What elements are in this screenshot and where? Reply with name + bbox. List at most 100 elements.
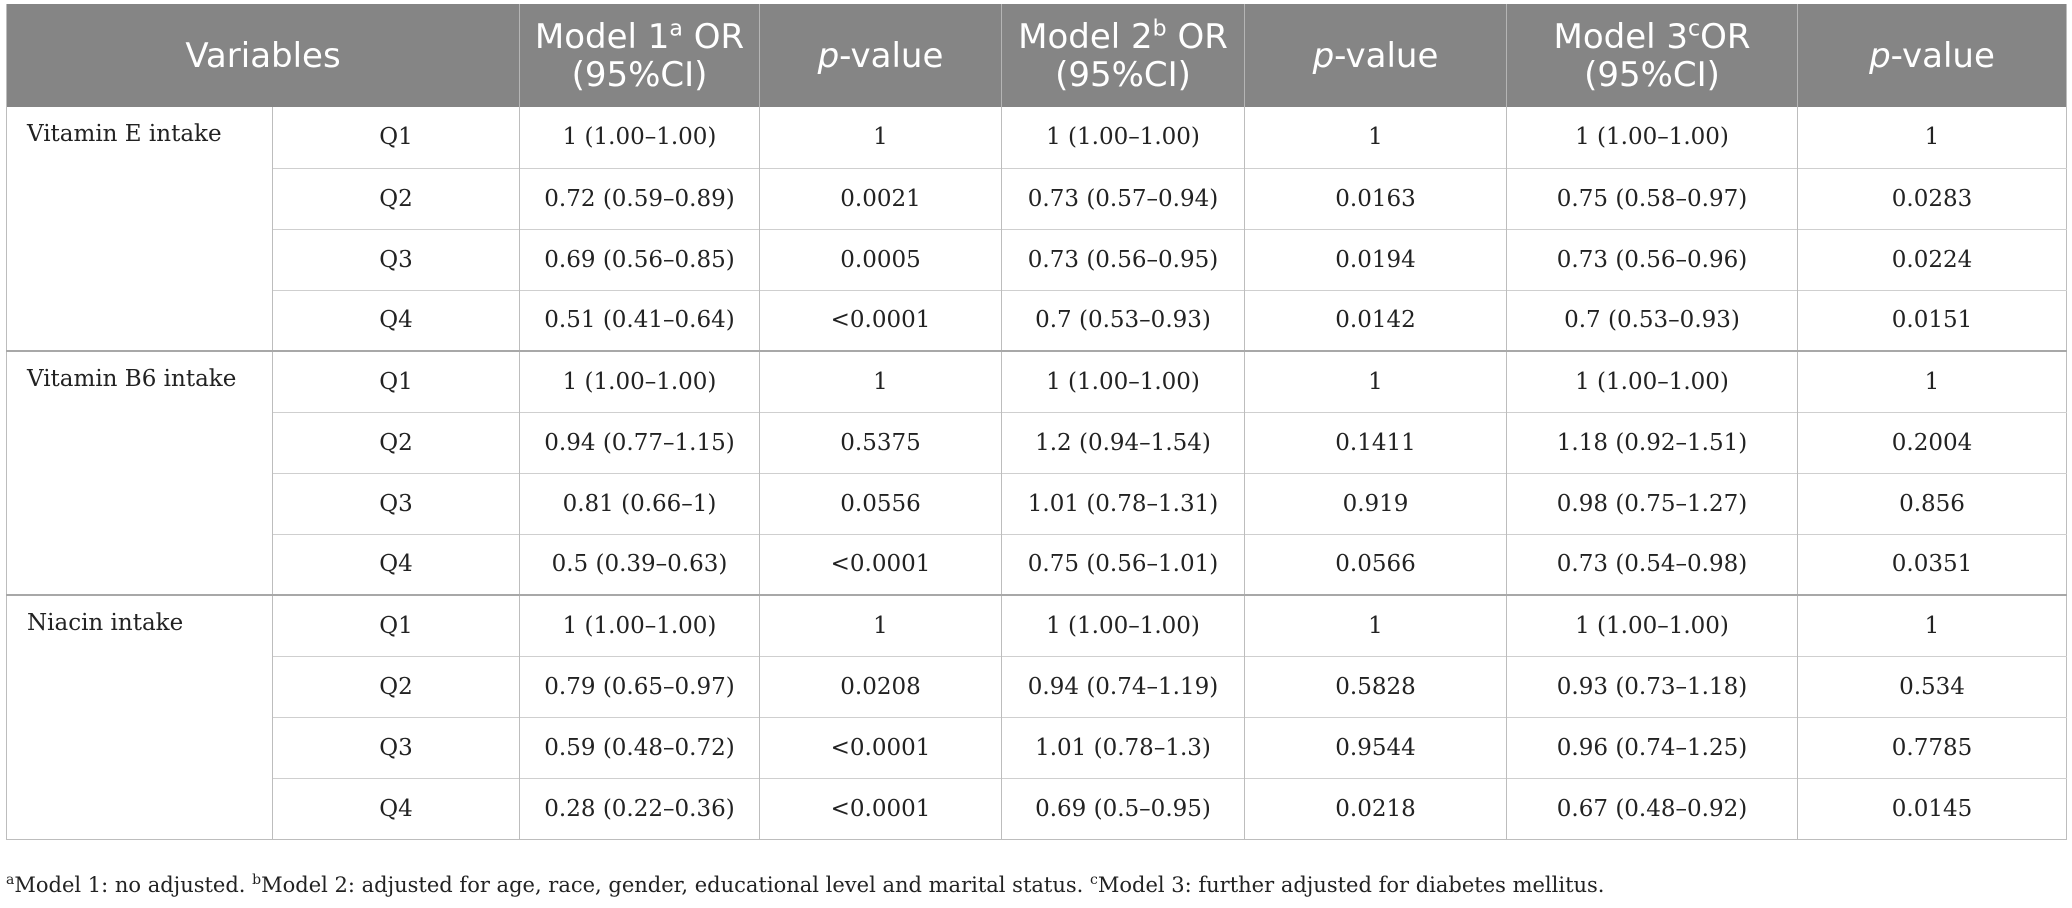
model3-or-cell: 0.73 (0.54–0.98) bbox=[1506, 533, 1798, 595]
model3-or-cell: 0.75 (0.58–0.97) bbox=[1506, 167, 1798, 229]
model3-p-cell: 0.0224 bbox=[1797, 228, 2067, 290]
quartile-cell: Q4 bbox=[272, 533, 520, 595]
model3-or-cell: 0.93 (0.73–1.18) bbox=[1506, 655, 1798, 717]
model1-or-cell: 0.79 (0.65–0.97) bbox=[519, 655, 760, 717]
table-row: Q3 0.69 (0.56–0.85) 0.0005 0.73 (0.56–0.… bbox=[7, 228, 2067, 290]
table-row: Q3 0.59 (0.48–0.72) <0.0001 1.01 (0.78–1… bbox=[7, 716, 2067, 778]
table-row: Q2 0.94 (0.77–1.15) 0.5375 1.2 (0.94–1.5… bbox=[7, 411, 2067, 473]
model1-p-cell: 1 bbox=[759, 594, 1002, 656]
footnote-text-c: Model 3: further adjusted for diabetes m… bbox=[1097, 873, 1605, 897]
footnote-mark-a: a bbox=[6, 872, 15, 888]
quartile-cell: Q1 bbox=[272, 350, 520, 412]
table-row: Q2 0.79 (0.65–0.97) 0.0208 0.94 (0.74–1.… bbox=[7, 655, 2067, 717]
quartile-cell: Q2 bbox=[272, 411, 520, 473]
model3-or-cell: 0.98 (0.75–1.27) bbox=[1506, 472, 1798, 534]
group-label-vitamin-e: Vitamin E intake bbox=[6, 107, 273, 351]
model3-p-cell: 1 bbox=[1797, 594, 2067, 656]
header-row: Variables Model 1a OR (95%CI) p-value Mo… bbox=[6, 4, 2067, 107]
table-row: Vitamin B6 intake Q1 1 (1.00–1.00) 1 1 (… bbox=[6, 350, 2067, 595]
model3-p-cell: 0.856 bbox=[1797, 472, 2067, 534]
quartile-cell: Q1 bbox=[272, 107, 520, 168]
model1-p-cell: 0.0005 bbox=[759, 228, 1002, 290]
model3-or-cell: 0.7 (0.53–0.93) bbox=[1506, 289, 1798, 351]
footnote-mark-c: c bbox=[1090, 872, 1098, 888]
model2-or-cell: 1 (1.00–1.00) bbox=[1001, 594, 1245, 656]
model3-or-cell: 0.96 (0.74–1.25) bbox=[1506, 716, 1798, 778]
header-model3-pvalue: p-value bbox=[1797, 4, 2067, 107]
model3-p-cell: 0.0351 bbox=[1797, 533, 2067, 595]
model2-or-cell: 0.75 (0.56–1.01) bbox=[1001, 533, 1245, 595]
model3-p-cell: 0.0283 bbox=[1797, 167, 2067, 229]
header-model1-pvalue: p-value bbox=[759, 4, 1002, 107]
quartile-cell: Q3 bbox=[272, 472, 520, 534]
model1-p-cell: 1 bbox=[759, 107, 1002, 168]
table-row: Q4 0.28 (0.22–0.36) <0.0001 0.69 (0.5–0.… bbox=[7, 777, 2067, 839]
model2-or-cell: 1.01 (0.78–1.31) bbox=[1001, 472, 1245, 534]
footnote-text-a: Model 1: no adjusted. bbox=[14, 873, 253, 897]
table-row: Vitamin E intake Q1 1 (1.00–1.00) 1 1 (1… bbox=[6, 107, 2067, 351]
model3-p-cell: 1 bbox=[1797, 350, 2067, 412]
model1-p-cell: <0.0001 bbox=[759, 716, 1002, 778]
table-row: Q4 0.5 (0.39–0.63) <0.0001 0.75 (0.56–1.… bbox=[7, 533, 2067, 595]
model2-or-cell: 1.2 (0.94–1.54) bbox=[1001, 411, 1245, 473]
model1-p-cell: <0.0001 bbox=[759, 533, 1002, 595]
model3-p-cell: 0.534 bbox=[1797, 655, 2067, 717]
model1-or-cell: 0.69 (0.56–0.85) bbox=[519, 228, 760, 290]
header-model3-or: Model 3cOR (95%CI) bbox=[1506, 4, 1798, 107]
model2-p-cell: 0.1411 bbox=[1244, 411, 1507, 473]
model3-or-cell: 0.73 (0.56–0.96) bbox=[1506, 228, 1798, 290]
odds-ratio-table: Variables Model 1a OR (95%CI) p-value Mo… bbox=[6, 4, 2067, 840]
table-row: Q2 0.72 (0.59–0.89) 0.0021 0.73 (0.57–0.… bbox=[7, 167, 2067, 229]
model2-or-cell: 0.73 (0.57–0.94) bbox=[1001, 167, 1245, 229]
model3-or-cell: 1 (1.00–1.00) bbox=[1506, 594, 1798, 656]
model2-p-cell: 1 bbox=[1244, 350, 1507, 412]
model3-p-cell: 0.0145 bbox=[1797, 777, 2067, 839]
model1-p-cell: <0.0001 bbox=[759, 289, 1002, 351]
model2-p-cell: 1 bbox=[1244, 594, 1507, 656]
model2-p-cell: 0.0218 bbox=[1244, 777, 1507, 839]
model2-p-cell: 0.0163 bbox=[1244, 167, 1507, 229]
model2-or-cell: 0.73 (0.56–0.95) bbox=[1001, 228, 1245, 290]
quartile-cell: Q3 bbox=[272, 228, 520, 290]
model1-or-cell: 0.94 (0.77–1.15) bbox=[519, 411, 760, 473]
model3-or-cell: 1 (1.00–1.00) bbox=[1506, 350, 1798, 412]
table-footnote: aModel 1: no adjusted. bModel 2: adjuste… bbox=[6, 872, 1604, 898]
model2-p-cell: 0.9544 bbox=[1244, 716, 1507, 778]
model2-p-cell: 0.0194 bbox=[1244, 228, 1507, 290]
model1-or-cell: 0.81 (0.66–1) bbox=[519, 472, 760, 534]
footnote-text-b: Model 2: adjusted for age, race, gender,… bbox=[261, 873, 1091, 897]
quartile-cell: Q3 bbox=[272, 716, 520, 778]
model2-or-cell: 1 (1.00–1.00) bbox=[1001, 350, 1245, 412]
table-row: Q3 0.81 (0.66–1) 0.0556 1.01 (0.78–1.31)… bbox=[7, 472, 2067, 534]
model3-p-cell: 0.0151 bbox=[1797, 289, 2067, 351]
model1-or-cell: 1 (1.00–1.00) bbox=[519, 594, 760, 656]
model1-p-cell: 0.0208 bbox=[759, 655, 1002, 717]
results-table-container: Variables Model 1a OR (95%CI) p-value Mo… bbox=[6, 4, 2067, 840]
quartile-cell: Q4 bbox=[272, 777, 520, 839]
model2-or-cell: 0.94 (0.74–1.19) bbox=[1001, 655, 1245, 717]
quartile-cell: Q2 bbox=[272, 655, 520, 717]
model2-p-cell: 0.919 bbox=[1244, 472, 1507, 534]
model1-p-cell: <0.0001 bbox=[759, 777, 1002, 839]
model2-p-cell: 0.0566 bbox=[1244, 533, 1507, 595]
model1-or-cell: 0.72 (0.59–0.89) bbox=[519, 167, 760, 229]
model1-or-cell: 0.59 (0.48–0.72) bbox=[519, 716, 760, 778]
header-model1-or: Model 1a OR (95%CI) bbox=[519, 4, 760, 107]
group-label-niacin: Niacin intake bbox=[6, 594, 273, 839]
model1-or-cell: 0.28 (0.22–0.36) bbox=[519, 777, 760, 839]
model1-or-cell: 0.51 (0.41–0.64) bbox=[519, 289, 760, 351]
quartile-cell: Q2 bbox=[272, 167, 520, 229]
model1-p-cell: 0.0556 bbox=[759, 472, 1002, 534]
model2-or-cell: 0.7 (0.53–0.93) bbox=[1001, 289, 1245, 351]
group-label-vitamin-b6: Vitamin B6 intake bbox=[6, 350, 273, 595]
model1-p-cell: 0.0021 bbox=[759, 167, 1002, 229]
model2-or-cell: 0.69 (0.5–0.95) bbox=[1001, 777, 1245, 839]
model1-or-cell: 1 (1.00–1.00) bbox=[519, 107, 760, 168]
model2-or-cell: 1 (1.00–1.00) bbox=[1001, 107, 1245, 168]
quartile-cell: Q4 bbox=[272, 289, 520, 351]
model3-or-cell: 1 (1.00–1.00) bbox=[1506, 107, 1798, 168]
model1-p-cell: 1 bbox=[759, 350, 1002, 412]
model2-or-cell: 1.01 (0.78–1.3) bbox=[1001, 716, 1245, 778]
model2-p-cell: 0.5828 bbox=[1244, 655, 1507, 717]
model2-p-cell: 0.0142 bbox=[1244, 289, 1507, 351]
